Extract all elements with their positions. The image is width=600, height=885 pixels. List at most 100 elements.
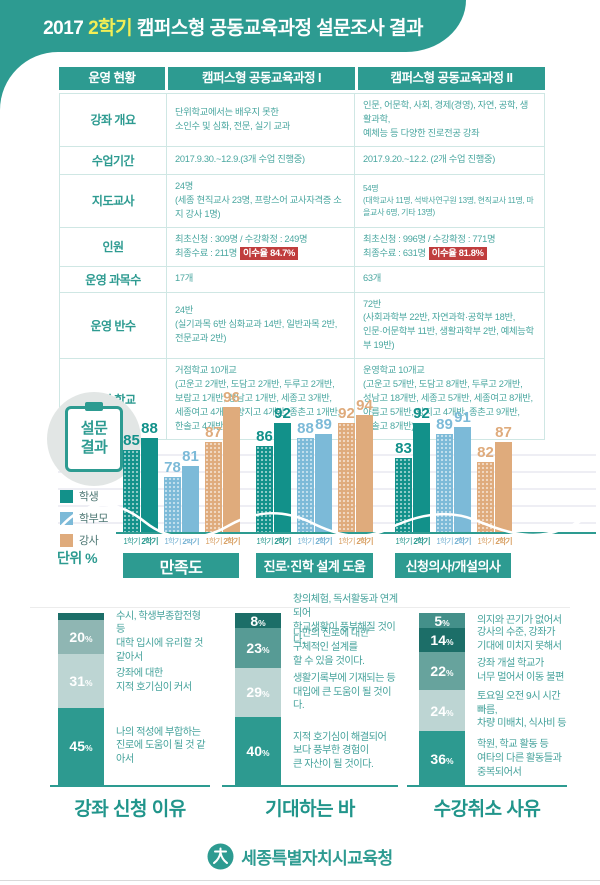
table-header-program2: 캠퍼스형 공동교육과정 II [358,67,545,90]
cell-program2: 63개 [354,266,543,292]
segment-percent-label: 8% [250,612,266,629]
row-label: 지도교사 [91,194,135,209]
bar-value-label: 87 [205,424,222,441]
segment-percent-label: 24% [430,702,454,719]
bar-학생-2학기: 88 [141,420,158,532]
segment-percent-label: 23% [246,639,270,656]
segment-descriptions: 창의체험, 독서활동과 연계되어 학교생활이 풍부해질 것이다. 나만의 진로에 … [293,593,398,785]
footer: 세종특별자치시교육청 [0,843,600,870]
enrollment-line2: 최종수료 : 211명 이수율 84.7% [175,246,346,261]
cell-program1: 최초신청 : 309명 / 수강확정 : 249명 최종수료 : 211명 이수율… [166,227,354,266]
table-body: 강좌 개요 단위학교에서는 배우지 못한 소인수 및 심화, 전문, 실기 교과… [59,93,545,440]
segment-description: 지적 호기심이 해결되어 보다 풍부한 경험이 큰 자산이 될 것이다. [293,731,387,771]
semester-label: 2학기 [141,537,158,546]
segment-descriptions: 의지와 끈기가 없어서 강사의 수준, 강좌가 기대에 미치지 못해서 강좌 개설 … [477,613,567,787]
bar-강사-2학기: 94 [356,397,373,532]
cell-program2: 최초신청 : 996명 / 수강확정 : 771명 최종수료 : 631명 이수율… [354,227,543,266]
legend-label: 강사 [79,535,99,547]
bar-학생-2학기: 92 [413,405,430,532]
stacked-chart-cancel-reason: 5% 14% 22% 24% 36% 의지와 끈기가 없어서 강사의 수준, 강좌가 기대… [407,613,567,823]
category-ribbon: 만족도 [123,553,239,578]
baseline [407,785,567,787]
segment-description: 토요일 오전 9시 시간 빠름, 차량 미배치, 식사비 등 [477,690,567,730]
stacked-segment [58,613,104,620]
bar-학생-1학기: 83 [395,440,412,532]
stacked-segment: 5% [419,613,465,629]
stacked-bar: 5% 14% 22% 24% 36% [419,613,465,787]
stacked-chart-apply-reason: 20% 31% 45% 수시, 학생부종합전형 등 대학 입시에 유리할 것 같아서… [50,610,210,823]
cell-program2: 54명 (대학교사 11명, 석박사연구원 13명, 현직교사 11명, 마을교… [354,174,543,227]
bar-강사-2학기: 87 [495,424,512,532]
semester-label: 1학기 [123,537,140,546]
segment-descriptions: 수시, 학생부종합전형 등 대학 입시에 유리할 것 같아서 강좌에 대한 지적 … [116,610,210,785]
bar-value-label: 92 [413,405,430,422]
cell-program1: 17개 [166,266,354,292]
table-row: 수업기간 2017.9.30.~12.9.(3개 수업 진행중) 2017.9.… [60,145,544,174]
student-swatch-icon [60,489,73,503]
bar-강사-1학기: 82 [477,444,494,532]
bar-value-label: 96 [223,389,240,406]
segment-percent-label: 45% [69,738,93,755]
bar-학생-2학기: 92 [274,405,291,532]
bar-value-label: 78 [164,459,181,476]
completion-count: 최종수료 : 631명 [363,247,426,258]
segment-description: 생활기록부에 기재되는 등 대입에 큰 도움이 될 것이다. [293,672,396,712]
stacked-segment: 24% [419,689,465,732]
stacked-segment: 29% [235,667,281,718]
clipboard-icon: 설문 결과 [65,402,123,472]
badge-text-line2: 결과 [80,439,108,456]
title-highlight: 2학기 [88,17,133,39]
page-bottom-line [0,880,600,881]
footer-org-name: 세종특별자치시교육청 [241,849,393,868]
operations-table: 운영 현황 캠퍼스형 공동교육과정 I 캠퍼스형 공동교육과정 II 강좌 개요… [59,67,545,440]
stacked-segment: 45% [58,707,104,785]
segment-description: 의지와 끈기가 없어서 [477,614,562,626]
segment-percent-label: 20% [69,629,93,646]
stacked-segment: 20% [58,619,104,655]
stacked-chart-expectations: 8% 23% 29% 40% 창의체험, 독서활동과 연계되어 학교생활이 풍부해질 … [222,593,398,823]
segment-description: 나의 적성에 부합하는 진로에 도움이 될 것 같아서 [116,726,206,766]
bar-value-label: 83 [395,440,412,457]
semester-label: 2학기 [356,537,373,546]
semester-label: 2학기 [315,537,332,546]
cell-program1: 2017.9.30.~12.9.(3개 수업 진행중) [166,146,354,174]
row-label: 강좌 개요 [90,113,137,128]
bar-value-label: 85 [123,432,140,449]
stacked-segment: 8% [235,612,281,629]
semester-label: 2학기 [182,537,199,546]
bar-value-label: 94 [356,397,373,414]
stacked-bar: 20% 31% 45% [58,613,104,785]
unit-label: 단위 % [57,550,98,566]
stacked-segment: 31% [58,654,104,708]
semester-label: 1학기 [205,537,222,546]
cell-program1: 거점학교 10개교 (고운고 2개반, 도담고 2개반, 두루고 2개반, 보람… [166,359,354,439]
category-ribbon: 신청의사/개설의사 [395,553,511,578]
segment-description: 수시, 학생부종합전형 등 대학 입시에 유리할 것 같아서 [116,610,203,663]
bar-value-label: 81 [182,448,199,465]
row-label: 운영 과목수 [85,272,141,287]
section-divider [30,607,570,608]
row-label: 운영 반수 [90,318,137,333]
instructor-swatch-icon [60,533,73,547]
semester-label: 2학기 [413,537,430,546]
semester-label: 2학기 [495,537,512,546]
header-band: 2017 2학기 캠퍼스형 공동교육과정 설문조사 결과 [0,0,466,52]
segment-description: 창의체험, 독서활동과 연계되어 학교생활이 풍부해질 것이다. [293,593,398,647]
cell-program1: 24명 (세종 현직교사 23명, 프랑스어 교사자격증 소지 강사 1명) [166,174,354,227]
chart-title: 기대하는 바 [265,799,355,820]
page-title: 2017 2학기 캠퍼스형 공동교육과정 설문조사 결과 [43,13,423,40]
semester-label: 2학기 [274,537,291,546]
title-rest: 캠퍼스형 공동교육과정 설문조사 결과 [132,17,424,39]
segment-percent-label: 29% [246,684,270,701]
bar-value-label: 89 [315,416,332,433]
baseline [50,785,210,787]
segment-percent-label: 14% [430,632,454,649]
title-prefix: 2017 [43,17,89,39]
segment-percent-label: 40% [246,743,270,760]
stacked-segment: 40% [235,717,281,785]
bar-value-label: 88 [141,420,158,437]
segment-percent-label: 31% [69,672,93,689]
semester-labels: 1학기 2학기 1학기 2학기 1학기 2학기 [256,536,373,547]
segment-description: 나만의 진로에 대한 구체적인 설계를 할 수 있을 것이다. [293,628,369,667]
